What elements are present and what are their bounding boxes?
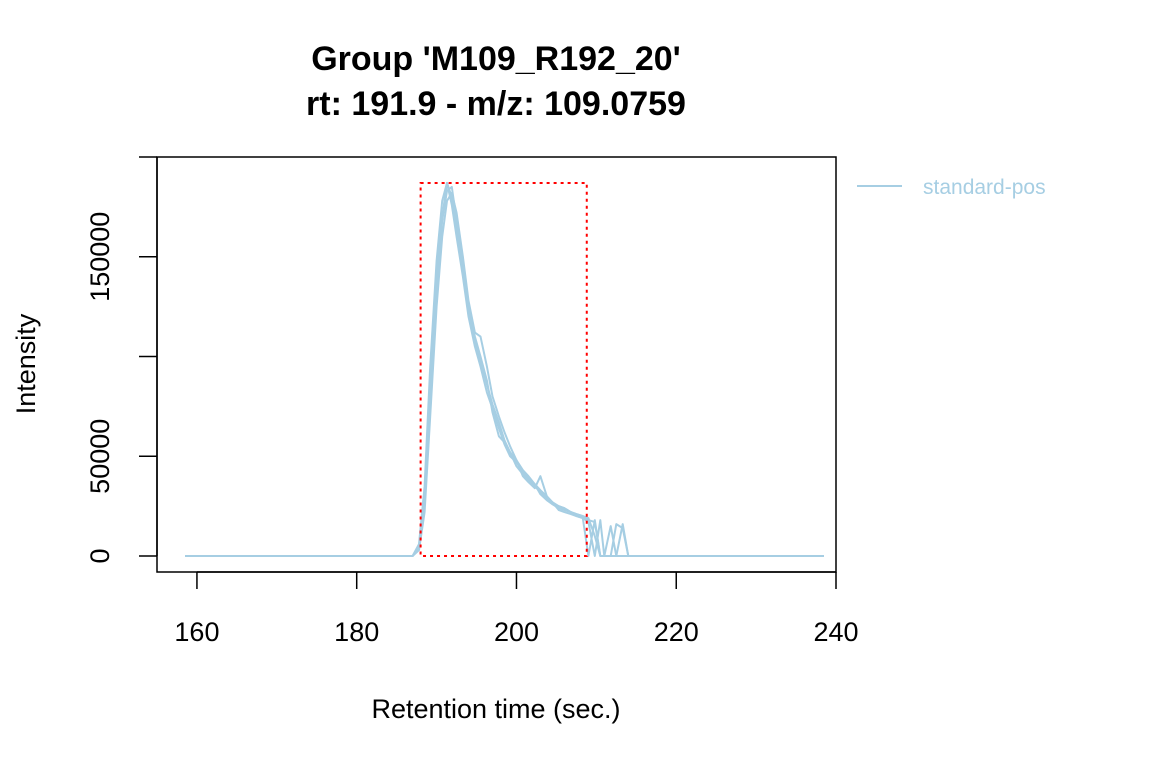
x-tick-label: 200 [494,617,539,647]
peak-boundary-rect [419,181,588,558]
x-tick-label: 160 [174,617,219,647]
y-tick-label: 0 [85,549,115,564]
series-line-4 [185,185,824,557]
x-axis: 160 180 200 220 240 [174,571,859,647]
plot-frame [156,156,837,573]
y-axis: 0 50000 150000 [85,156,158,564]
series-line-3 [185,181,824,557]
x-tick-label: 240 [813,617,858,647]
x-axis-title: Retention time (sec.) [371,694,620,724]
y-axis-title: Intensity [11,313,41,414]
legend-label-standard-pos: standard-pos [923,176,1046,199]
x-tick-label: 220 [654,617,699,647]
x-tick-label: 180 [334,617,379,647]
legend: standard-pos [857,176,1046,199]
y-tick-label: 50000 [85,419,115,494]
series-line-2 [185,191,824,557]
chart-title: Group 'M109_R192_20' [311,40,681,78]
chart-subtitle: rt: 191.9 - m/z: 109.0759 [306,85,686,123]
plot-area [185,181,824,558]
series-line-1 [185,181,824,557]
y-tick-label: 150000 [85,212,115,302]
